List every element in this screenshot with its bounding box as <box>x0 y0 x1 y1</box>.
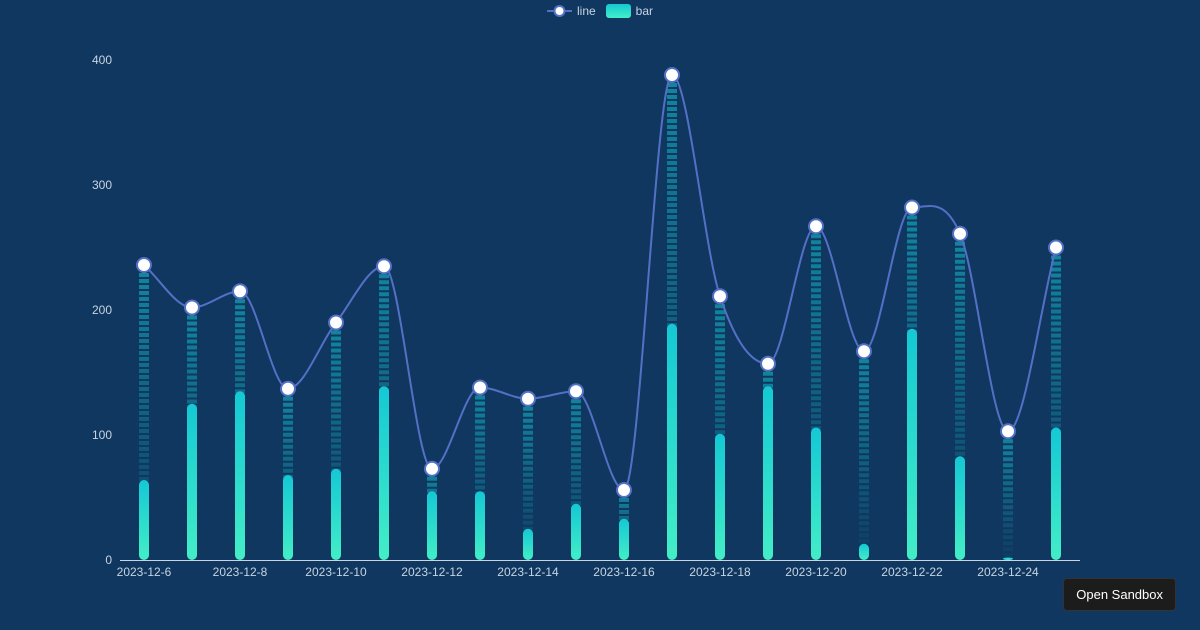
line-point <box>952 225 968 242</box>
x-tick-label: 2023-12-16 <box>593 565 655 579</box>
bar <box>1051 427 1061 560</box>
x-tick-label: 2023-12-20 <box>785 565 847 579</box>
x-tick-label: 2023-12-22 <box>881 565 943 579</box>
shadow-column <box>715 296 725 560</box>
line-point <box>376 258 392 275</box>
y-tick-label: 300 <box>92 178 112 192</box>
bar <box>475 491 485 560</box>
line-series <box>143 73 1057 492</box>
line-point <box>1000 423 1016 440</box>
legend: line bar <box>0 4 1200 18</box>
bar <box>283 475 293 560</box>
x-tick-label: 2023-12-14 <box>497 565 559 579</box>
line-point <box>856 343 872 360</box>
y-tick-label: 200 <box>92 303 112 317</box>
bar <box>187 403 197 560</box>
bar <box>571 503 581 560</box>
line-legend-icon <box>546 4 572 18</box>
x-tick-label: 2023-12-12 <box>401 565 463 579</box>
line-point <box>664 67 680 83</box>
legend-line-label: line <box>576 4 596 18</box>
shadow-column <box>523 398 533 560</box>
shadow-column <box>139 265 149 560</box>
bar <box>955 456 965 560</box>
shadow-column <box>667 75 677 560</box>
shadow-column <box>811 226 821 560</box>
y-tick-label: 0 <box>105 553 112 567</box>
bar-legend-icon <box>605 4 631 18</box>
line-point <box>1048 239 1064 256</box>
legend-bar-label: bar <box>635 4 654 18</box>
line-point <box>472 379 488 396</box>
bar <box>763 386 773 560</box>
bar <box>1003 557 1013 560</box>
x-tick-label: 2023-12-18 <box>689 565 751 579</box>
line-point <box>424 460 440 477</box>
x-tick-label: 2023-12-24 <box>977 565 1039 579</box>
bar <box>907 328 917 560</box>
x-tick-label: 2023-12-10 <box>305 565 367 579</box>
shadow-column <box>1003 431 1013 560</box>
x-tick-label: 2023-12-6 <box>117 565 172 579</box>
bar <box>667 323 677 560</box>
line-point <box>232 283 248 300</box>
line-point <box>280 380 296 397</box>
y-tick-label: 400 <box>92 53 112 67</box>
bar <box>427 491 437 560</box>
x-tick-label: 2023-12-8 <box>213 565 268 579</box>
bar <box>523 528 533 560</box>
line-point <box>568 383 584 400</box>
line-point <box>136 257 152 273</box>
line-point <box>184 299 200 316</box>
line-point <box>520 390 536 407</box>
legend-item-line[interactable]: line <box>546 4 596 18</box>
line-point <box>328 314 344 331</box>
shadow-column <box>331 322 341 560</box>
bar <box>331 468 341 560</box>
line-point <box>760 355 776 372</box>
y-tick-label: 100 <box>92 428 112 442</box>
bar <box>139 480 149 560</box>
line-point <box>616 482 632 498</box>
legend-item-bar[interactable]: bar <box>605 4 654 18</box>
bar <box>235 391 245 560</box>
bar <box>859 543 869 560</box>
shadow-column <box>475 387 485 560</box>
line-point <box>904 199 920 216</box>
bar <box>619 518 629 560</box>
line-point <box>808 218 824 235</box>
bar <box>379 386 389 560</box>
bar <box>811 427 821 560</box>
open-sandbox-button[interactable]: Open Sandbox <box>1063 578 1176 611</box>
bar <box>715 433 725 560</box>
line-point <box>712 288 728 305</box>
shadow-column <box>859 351 869 560</box>
